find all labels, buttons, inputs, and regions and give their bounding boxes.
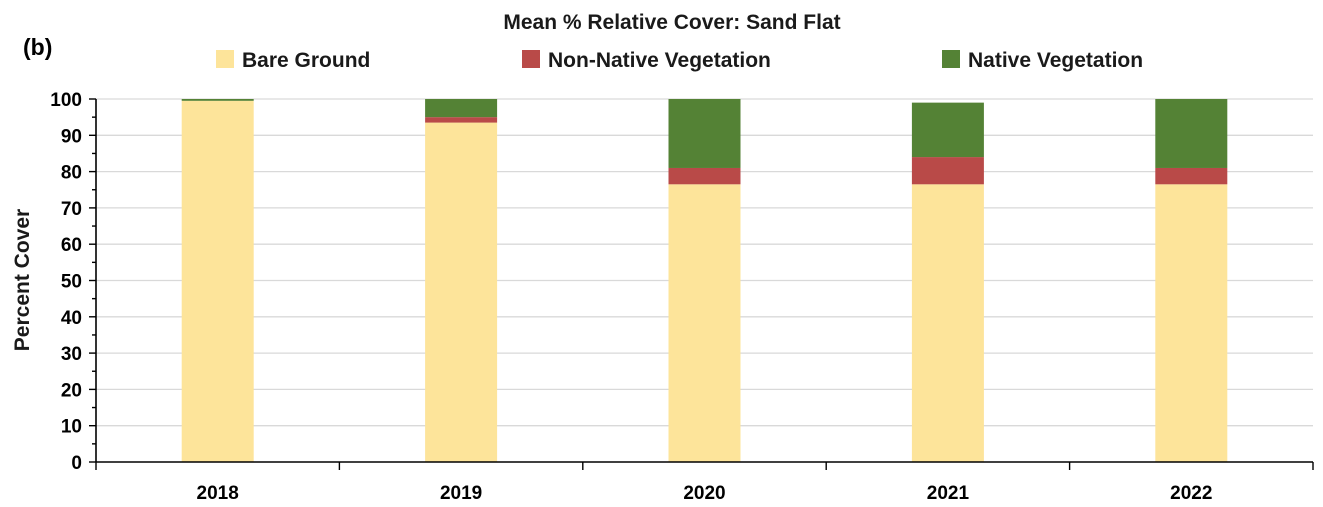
legend-item: Native Vegetation	[942, 49, 1143, 72]
y-tick-label: 10	[61, 417, 82, 438]
legend-swatch	[522, 50, 540, 68]
y-tick-label: 50	[61, 272, 82, 293]
chart-title: Mean % Relative Cover: Sand Flat	[503, 11, 840, 34]
bar-segment	[181, 100, 254, 462]
bar-segment	[425, 99, 498, 118]
bar-segment	[181, 99, 254, 101]
x-tick-label: 2019	[440, 483, 482, 504]
bar-segment	[668, 184, 741, 462]
y-tick-label: 40	[61, 308, 82, 329]
bar-segment	[1155, 99, 1228, 168]
bar-segment	[911, 184, 984, 462]
panel-label: (b)	[23, 34, 52, 60]
y-tick-label: 60	[61, 235, 82, 256]
legend: Bare Ground Non-Native Vegetation Native V…	[216, 49, 1143, 72]
y-axis-label: Percent Cover	[11, 209, 34, 351]
legend-label: Bare Ground	[242, 49, 370, 72]
x-tick-label: 2021	[927, 483, 970, 504]
y-tick-label: 90	[61, 126, 82, 147]
y-tick-label: 20	[61, 380, 82, 401]
legend-swatch	[942, 50, 960, 68]
bar-segment	[1155, 184, 1228, 462]
legend-swatch	[216, 50, 234, 68]
legend-item: Bare Ground	[216, 49, 370, 72]
bar-segment	[425, 117, 498, 123]
legend-label: Native Vegetation	[968, 49, 1143, 72]
bar-segment	[911, 102, 984, 158]
bar-segment	[668, 99, 741, 168]
y-axis-ticks: 0 10 20 30 40 50 60 70 80 90 100	[50, 90, 82, 474]
y-tick-label: 70	[61, 199, 82, 220]
axes	[89, 98, 1314, 470]
bar-segment	[1155, 167, 1228, 185]
y-tick-label: 30	[61, 344, 82, 365]
legend-item: Non-Native Vegetation	[522, 49, 771, 72]
legend-label: Non-Native Vegetation	[548, 49, 771, 72]
bar-segment	[911, 157, 984, 185]
x-tick-label: 2020	[683, 483, 725, 504]
x-tick-label: 2022	[1170, 483, 1212, 504]
x-tick-label: 2018	[197, 483, 239, 504]
bar-segment	[668, 167, 741, 185]
y-tick-label: 0	[71, 453, 82, 474]
bars	[181, 99, 1228, 462]
y-tick-label: 80	[61, 163, 82, 184]
bar-segment	[425, 122, 498, 462]
y-tick-label: 100	[50, 90, 82, 111]
x-axis-ticks: 2018 2019 2020 2021 2022	[197, 483, 1213, 504]
